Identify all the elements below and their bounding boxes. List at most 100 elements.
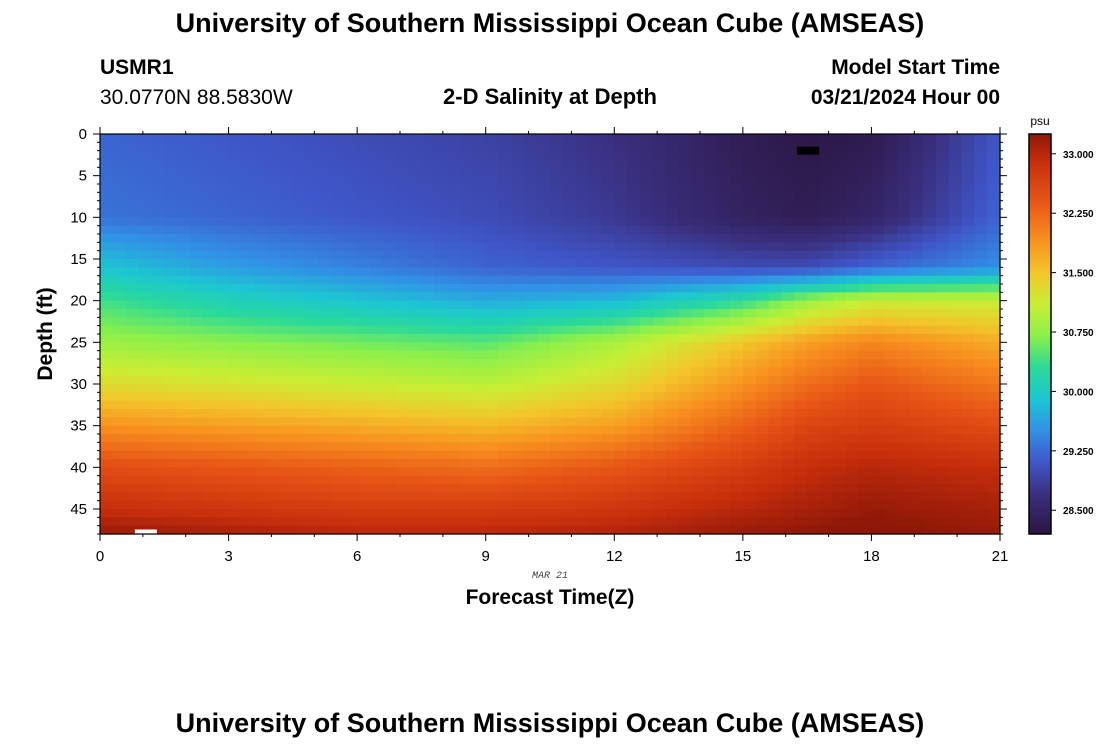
heat-cell xyxy=(228,509,243,518)
heat-cell xyxy=(318,467,333,477)
heat-cell xyxy=(100,342,114,352)
heat-cell xyxy=(524,250,538,260)
heat-cell xyxy=(202,459,217,468)
heat-cell xyxy=(550,509,564,518)
heat-cell xyxy=(832,467,847,477)
heat-cell xyxy=(331,184,345,193)
heat-cell xyxy=(640,467,654,477)
heat-cell xyxy=(845,250,860,260)
heat-cell xyxy=(704,359,718,368)
heat-cell xyxy=(665,184,680,193)
heat-cell xyxy=(845,517,860,527)
heat-cell xyxy=(614,359,628,368)
heat-cell xyxy=(138,392,153,402)
heat-cell xyxy=(485,150,500,160)
heat-cell xyxy=(562,225,577,235)
heat-cell xyxy=(370,225,384,235)
heat-cell xyxy=(820,409,834,418)
heat-cell xyxy=(537,317,551,327)
heat-cell xyxy=(112,284,127,293)
heat-cell xyxy=(382,525,397,535)
heat-cell xyxy=(691,417,705,427)
heat-cell xyxy=(884,359,898,368)
heat-cell xyxy=(138,409,153,418)
heat-cell xyxy=(382,292,397,302)
heat-cell xyxy=(357,184,371,193)
heat-cell xyxy=(807,150,821,160)
heat-cell xyxy=(164,467,178,477)
heat-cell xyxy=(151,392,165,402)
heat-cell xyxy=(781,375,795,385)
heat-cell xyxy=(292,217,307,227)
heat-cell xyxy=(344,334,358,343)
heat-cell xyxy=(897,484,911,493)
heat-cell xyxy=(704,259,718,268)
heat-cell xyxy=(922,384,937,393)
heat-cell xyxy=(742,200,757,210)
heat-cell xyxy=(665,425,680,435)
heat-cell xyxy=(472,142,487,152)
heat-cell xyxy=(807,300,821,310)
heat-cell xyxy=(961,375,975,385)
heat-cell xyxy=(652,367,667,377)
heat-cell xyxy=(588,342,603,352)
heat-cell xyxy=(151,150,165,160)
heat-cell xyxy=(305,342,320,352)
heat-cell xyxy=(588,217,603,227)
heat-cell xyxy=(460,492,474,502)
heat-cell xyxy=(922,317,937,327)
heat-cell xyxy=(190,425,204,435)
heat-cell xyxy=(100,175,114,185)
heat-cell xyxy=(781,459,795,468)
heat-cell xyxy=(537,192,551,202)
heat-cell xyxy=(177,350,191,360)
heat-cell xyxy=(948,350,963,360)
heat-cell xyxy=(151,417,165,427)
heat-cell xyxy=(254,459,268,468)
heat-cell xyxy=(922,300,937,310)
heat-cell xyxy=(974,150,988,160)
heat-cell xyxy=(344,167,358,177)
heat-cell xyxy=(305,200,320,210)
heat-cell xyxy=(575,425,590,435)
heat-cell xyxy=(897,242,911,252)
heat-cell xyxy=(910,484,924,493)
heat-cell xyxy=(318,142,333,152)
heat-cell xyxy=(357,400,371,410)
heat-cell xyxy=(382,359,397,368)
heat-cell xyxy=(987,134,1001,143)
heat-cell xyxy=(447,384,461,393)
heat-cell xyxy=(678,500,693,510)
heat-cell xyxy=(807,409,821,418)
heat-cell xyxy=(177,509,191,518)
heat-cell xyxy=(370,150,384,160)
heat-cell xyxy=(922,517,937,527)
heat-cell xyxy=(228,475,243,485)
heat-cell xyxy=(961,350,975,360)
heat-cell xyxy=(472,384,487,393)
heat-cell xyxy=(331,284,345,293)
heat-cell xyxy=(871,150,885,160)
heat-cell xyxy=(125,425,140,435)
heat-cell xyxy=(280,409,294,418)
heat-cell xyxy=(820,525,834,535)
heat-cell xyxy=(125,225,140,235)
heat-cell xyxy=(742,259,757,268)
heat-cell xyxy=(562,375,577,385)
heat-cell xyxy=(164,484,178,493)
heat-cell xyxy=(652,375,667,385)
heat-cell xyxy=(408,250,423,260)
heat-cell xyxy=(100,242,114,252)
heat-cell xyxy=(845,350,860,360)
heat-cell xyxy=(382,434,397,443)
heat-cell xyxy=(370,175,384,185)
heat-cell xyxy=(228,317,243,327)
heat-cell xyxy=(408,400,423,410)
heat-cell xyxy=(871,292,885,302)
heat-cell xyxy=(884,492,898,502)
heat-cell xyxy=(447,525,461,535)
heat-cell xyxy=(511,309,525,318)
heat-cell xyxy=(678,484,693,493)
heat-cell xyxy=(460,450,474,460)
heat-cell xyxy=(344,317,358,327)
